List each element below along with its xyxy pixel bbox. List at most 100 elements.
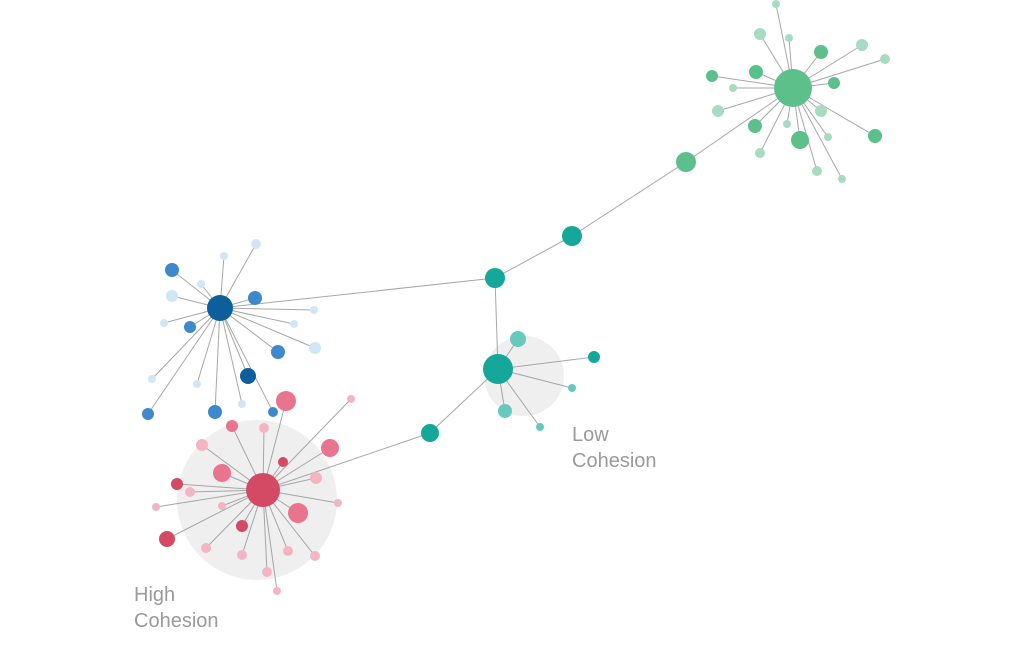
blue-leaf-node-10 <box>160 319 168 327</box>
green-leaf-node-12 <box>783 120 791 128</box>
pink-edge-11 <box>155 489 264 508</box>
blue-leaf-node-16 <box>238 400 246 408</box>
green-leaf-node-18 <box>812 166 822 176</box>
green-leaf-node-0 <box>772 0 780 8</box>
green-leaf-node-16 <box>868 129 882 143</box>
backbone-edge-3 <box>685 87 794 163</box>
blue-hub-node <box>207 295 233 321</box>
backbone-node-b2 <box>562 226 582 246</box>
pink-leaf-node-9 <box>171 478 183 490</box>
teal-leaf-node-4 <box>536 423 544 431</box>
green-leaf-node-2 <box>785 34 793 42</box>
green-leaf-node-5 <box>880 54 890 64</box>
green-leaf-node-13 <box>791 131 809 149</box>
pink-leaf-node-5 <box>259 423 269 433</box>
pink-leaf-node-10 <box>185 487 195 497</box>
backbone-edge-1 <box>494 235 573 279</box>
blue-leaf-node-0 <box>165 263 179 277</box>
blue-leaf-node-1 <box>197 280 205 288</box>
pink-leaf-node-19 <box>310 551 320 561</box>
high-cohesion-line-2: Cohesion <box>134 610 219 632</box>
low-cohesion-line-2: Cohesion <box>572 450 657 472</box>
high-cohesion-line-1: High <box>134 584 176 606</box>
teal-leaf-node-2 <box>568 384 576 392</box>
backbone-node-b4 <box>421 424 439 442</box>
pink-leaf-node-6 <box>226 420 238 432</box>
pink-leaf-node-3 <box>310 472 322 484</box>
blue-leaf-node-4 <box>251 239 261 249</box>
pink-edge-13 <box>166 489 264 540</box>
pink-leaf-node-1 <box>347 395 355 403</box>
pink-edge-1 <box>262 398 352 491</box>
green-leaf-node-3 <box>814 45 828 59</box>
blue-leaf-node-15 <box>208 405 222 419</box>
backbone-node-b3 <box>676 152 696 172</box>
teal-hub-node <box>483 354 513 384</box>
pink-leaf-node-17 <box>262 567 272 577</box>
green-leaf-node-15 <box>824 133 832 141</box>
blue-leaf-node-3 <box>220 252 228 260</box>
pink-leaf-node-2 <box>321 439 339 457</box>
blue-leaf-node-12 <box>148 375 156 383</box>
blue-edge-14 <box>147 307 221 415</box>
pink-leaf-node-0 <box>276 391 296 411</box>
blue-leaf-node-8 <box>309 342 321 354</box>
blue-leaf-node-9 <box>271 345 285 359</box>
blue-leaf-node-5 <box>248 291 262 305</box>
blue-leaf-node-14 <box>142 408 154 420</box>
green-leaf-node-1 <box>754 28 766 40</box>
blue-edge-15 <box>214 307 221 413</box>
green-leaf-node-17 <box>755 148 765 158</box>
green-hub-node <box>774 69 812 107</box>
green-leaf-node-8 <box>706 70 718 82</box>
green-leaf-node-14 <box>815 105 827 117</box>
blue-edge-8 <box>219 307 316 349</box>
backbone-edge-4 <box>494 277 499 370</box>
pink-leaf-node-16 <box>237 550 247 560</box>
high-cohesion-label: High Cohesion <box>134 582 219 634</box>
node-layer <box>142 0 890 595</box>
green-leaf-node-10 <box>712 105 724 117</box>
pink-leaf-node-15 <box>236 520 248 532</box>
pink-leaf-node-8 <box>213 464 231 482</box>
blue-leaf-node-17 <box>268 407 278 417</box>
pink-leaf-node-13 <box>159 531 175 547</box>
teal-leaf-node-3 <box>498 404 512 418</box>
teal-leaf-node-1 <box>588 351 600 363</box>
blue-edge-6 <box>219 307 315 311</box>
pink-leaf-node-20 <box>288 503 308 523</box>
blue-leaf-node-7 <box>290 320 298 328</box>
teal-edge-1 <box>497 356 595 370</box>
blue-edge-17 <box>219 307 274 413</box>
backbone-edge-5 <box>429 368 499 434</box>
backbone-node-b1 <box>485 268 505 288</box>
green-leaf-node-4 <box>856 39 868 51</box>
backbone-edge-0 <box>219 277 496 309</box>
pink-leaf-node-21 <box>334 499 342 507</box>
blue-leaf-node-6 <box>310 306 318 314</box>
pink-leaf-node-4 <box>278 457 288 467</box>
blue-leaf-node-11 <box>184 321 196 333</box>
pink-leaf-node-12 <box>218 502 226 510</box>
backbone-edge-6 <box>262 432 431 491</box>
teal-leaf-node-0 <box>510 331 526 347</box>
backbone-edge-2 <box>571 161 687 237</box>
green-leaf-node-11 <box>748 119 762 133</box>
green-leaf-node-9 <box>729 84 737 92</box>
blue-leaf-node-18 <box>240 368 256 384</box>
pink-leaf-node-14 <box>201 543 211 553</box>
green-leaf-node-7 <box>749 65 763 79</box>
pink-leaf-node-18 <box>283 546 293 556</box>
green-leaf-node-19 <box>838 175 846 183</box>
low-cohesion-label: Low Cohesion <box>572 422 657 474</box>
green-leaf-node-6 <box>828 77 840 89</box>
blue-edge-12 <box>151 307 221 380</box>
blue-edge-13 <box>196 307 221 385</box>
low-cohesion-line-1: Low <box>572 424 609 446</box>
pink-leaf-node-11 <box>152 503 160 511</box>
blue-edge-16 <box>219 307 243 405</box>
blue-leaf-node-13 <box>193 380 201 388</box>
blue-leaf-node-2 <box>166 290 178 302</box>
pink-hub-node <box>246 473 280 507</box>
